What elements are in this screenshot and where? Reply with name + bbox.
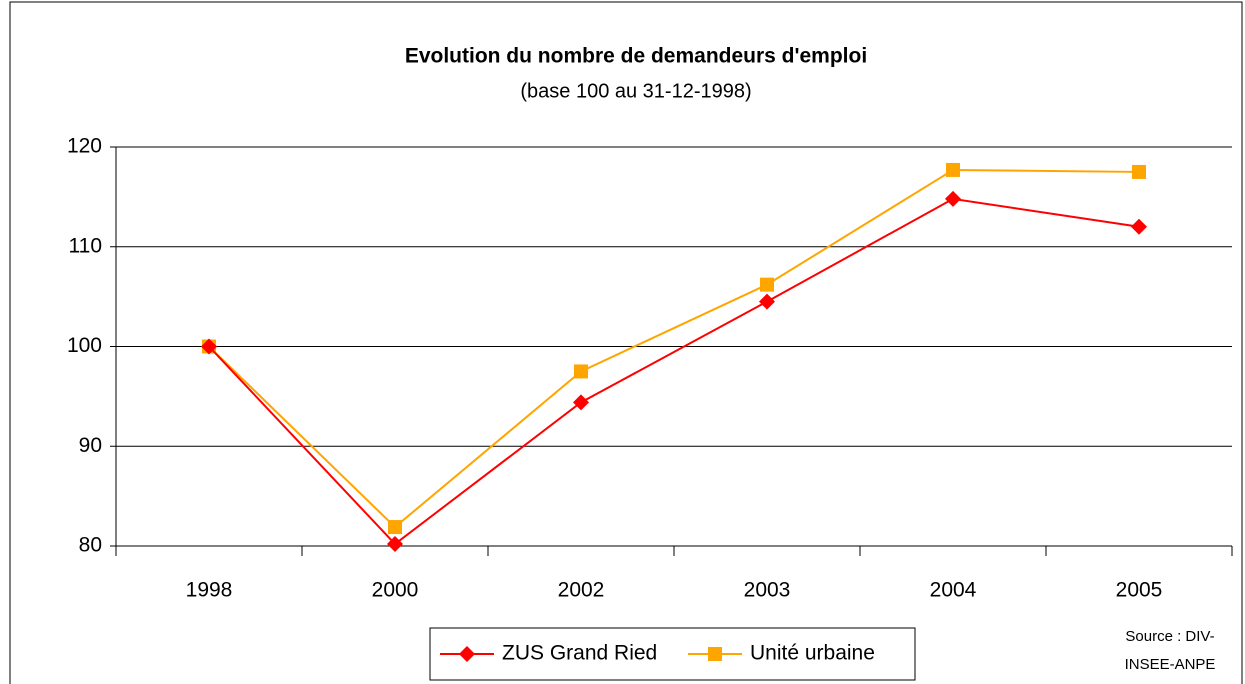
data-point xyxy=(760,277,774,292)
data-point xyxy=(946,162,960,177)
y-tick-label: 80 xyxy=(79,534,102,557)
legend-label: Unité urbaine xyxy=(750,642,875,665)
source-note: Source : DIV- xyxy=(1125,628,1214,645)
y-tick-label: 100 xyxy=(67,334,102,357)
x-tick-label: 2003 xyxy=(744,579,791,602)
legend-marker xyxy=(708,647,722,661)
x-tick-label: 2005 xyxy=(1116,579,1163,602)
data-point xyxy=(945,190,961,207)
y-tick-label: 110 xyxy=(69,234,102,257)
series-line xyxy=(208,168,1140,529)
data-point xyxy=(1132,164,1146,179)
y-tick-label: 120 xyxy=(67,135,102,158)
x-tick-label: 2002 xyxy=(558,579,605,602)
series-line xyxy=(208,197,1140,546)
chart-title: Evolution du nombre de demandeurs d'empl… xyxy=(405,45,867,68)
data-point xyxy=(574,364,588,379)
source-note: INSEE-ANPE xyxy=(1125,656,1216,673)
x-tick-label: 1998 xyxy=(186,579,233,602)
y-tick-label: 90 xyxy=(79,434,102,457)
data-point xyxy=(388,520,402,535)
legend-marker xyxy=(459,646,475,662)
data-point xyxy=(201,338,217,355)
data-point xyxy=(573,394,589,411)
legend-box xyxy=(429,627,916,681)
x-tick-label: 2004 xyxy=(930,579,977,602)
legend-label: ZUS Grand Ried xyxy=(502,642,657,665)
chart-subtitle: (base 100 au 31-12-1998) xyxy=(520,80,751,102)
data-point xyxy=(759,293,775,310)
data-point xyxy=(387,536,403,553)
data-point xyxy=(1131,218,1147,235)
x-tick-label: 2000 xyxy=(372,579,419,602)
